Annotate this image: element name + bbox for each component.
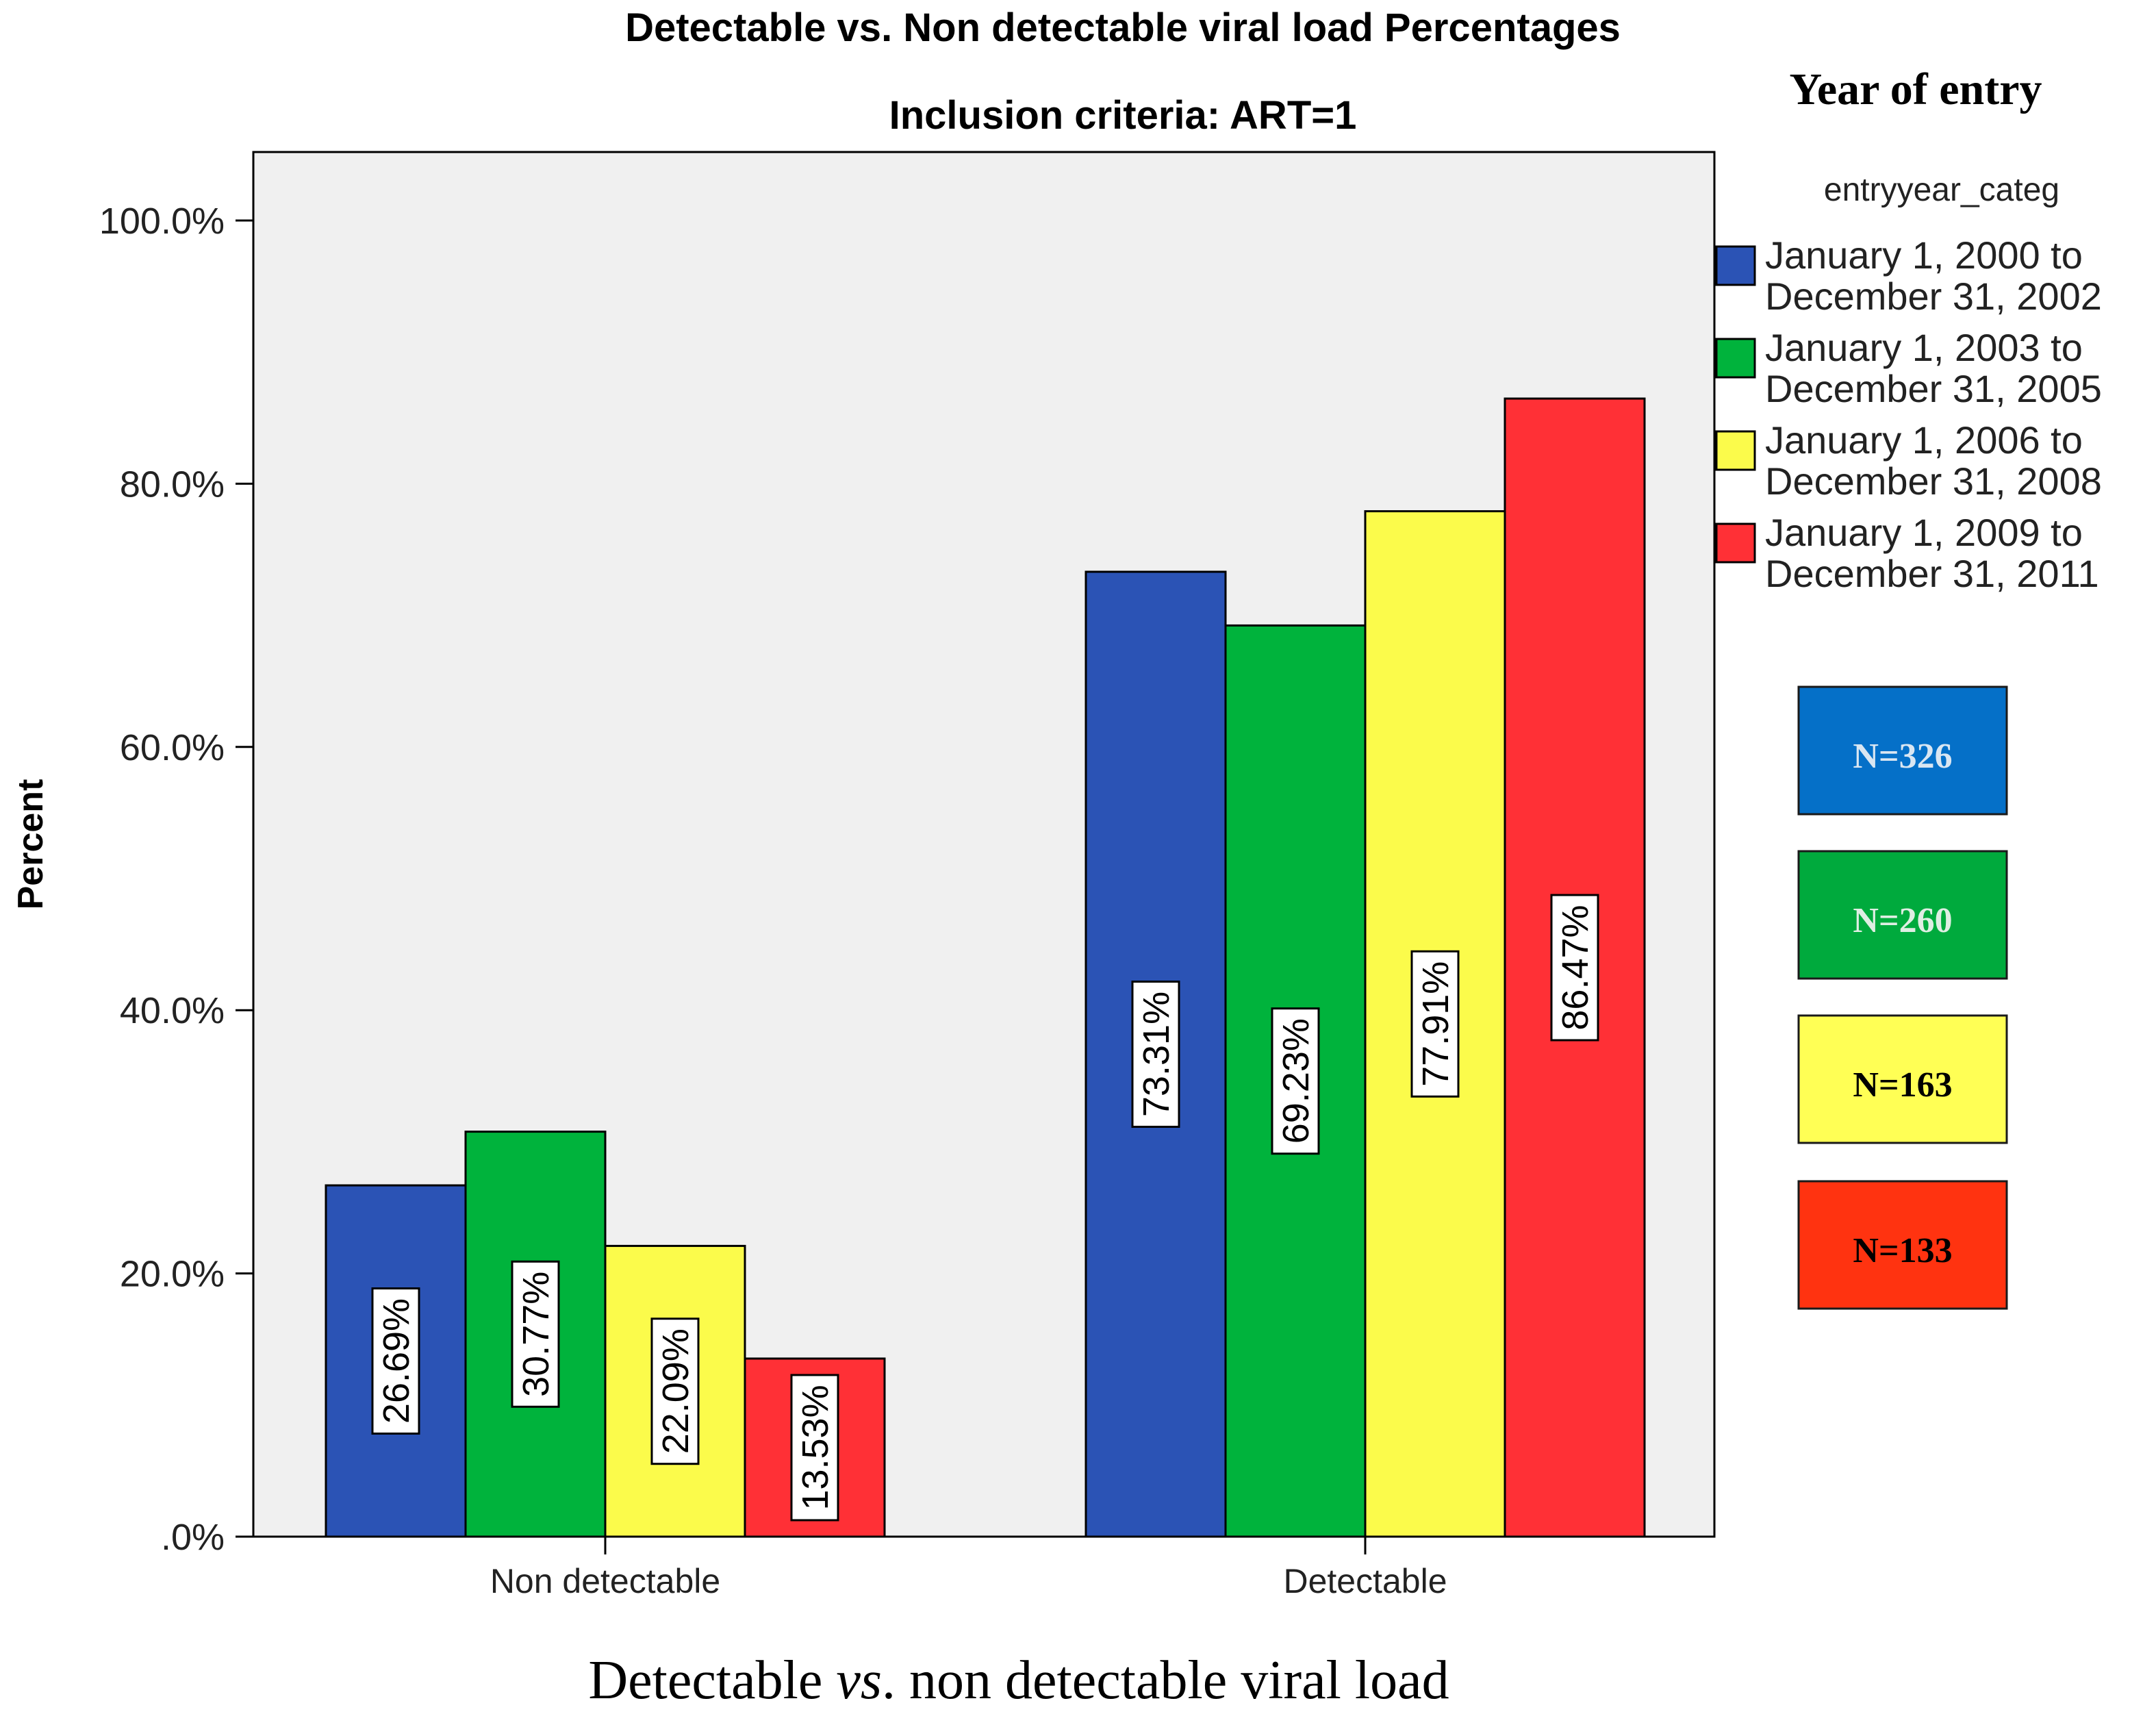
data-label: 69.23% [1271,1007,1320,1155]
y-tick-label: .0% [161,1517,225,1558]
data-label: 77.91% [1410,950,1460,1098]
sample-size-boxes: N=326 N=260 N=163 N=133 [1797,685,2008,1310]
data-label: 73.31% [1131,980,1180,1128]
data-label-text: 77.91% [1415,961,1456,1087]
y-tick-label: 20.0% [120,1254,225,1295]
legend-label-line2: December 31, 2008 [1765,459,2102,503]
y-tick-label: 40.0% [120,990,225,1031]
data-label-box [790,1374,839,1522]
legend-heading: Year of entry [1790,64,2042,114]
data-label-box [1550,894,1599,1042]
sample-size-box-fill [1797,1014,2008,1144]
data-label-text: 73.31% [1136,992,1177,1117]
chart-title: Detectable vs. Non detectable viral load… [625,5,1621,50]
legend-swatch [1715,245,1756,286]
x-axis: Non detectable Detectable [490,1537,1447,1600]
sample-size-label: N=133 [1853,1231,1952,1270]
legend-label-line1: January 1, 2000 to [1765,234,2083,277]
data-label-text: 30.77% [516,1272,557,1397]
x-tick-label: Detectable [1283,1562,1447,1600]
legend-swatch [1715,430,1756,471]
sample-size-box: N=326 [1797,685,2008,816]
x-axis-title-part1: Detectable [588,1650,836,1711]
legend-swatch [1715,338,1756,379]
legend-label-line2: December 31, 2002 [1765,275,2102,318]
sample-size-box-fill [1797,685,2008,816]
y-tick-label: 80.0% [120,464,225,505]
legend-label-line1: January 1, 2009 to [1765,511,2083,554]
sample-size-box: N=133 [1797,1180,2008,1310]
sample-size-label: N=163 [1853,1066,1952,1105]
data-label-box [1131,980,1180,1128]
sample-size-box-fill [1797,850,2008,980]
data-label-box [650,1318,700,1465]
data-label: 26.69% [371,1287,420,1435]
data-label-text: 86.47% [1555,905,1596,1030]
y-tick-label: 60.0% [120,727,225,768]
sample-size-box-fill [1797,1180,2008,1310]
data-label-text: 13.53% [795,1385,836,1510]
data-label-box [371,1287,420,1435]
data-label-box [511,1260,560,1408]
legend-label-line2: December 31, 2005 [1765,367,2102,410]
data-label: 30.77% [511,1260,560,1408]
sample-size-label: N=260 [1853,901,1952,940]
data-label-text: 26.69% [376,1298,417,1424]
legend-label-line1: January 1, 2003 to [1765,326,2083,369]
data-label-text: 69.23% [1276,1018,1317,1144]
x-axis-title-part2: . non detectable viral load [882,1650,1449,1711]
data-label: 86.47% [1550,894,1599,1042]
y-axis: .0% 20.0% 40.0% 60.0% 80.0% 100.0% [99,201,253,1558]
legend-label-line2: December 31, 2011 [1765,552,2099,595]
sample-size-box: N=163 [1797,1014,2008,1144]
bar-series-group: 26.69% 30.77% 22.09% 13.53% 73.31% 69.23% 77.9… [325,397,1646,1538]
legend-swatch [1715,522,1756,564]
data-label-box [1271,1007,1320,1155]
x-axis-title-italic: vs [836,1650,882,1711]
y-tick-label: 100.0% [99,201,225,242]
legend-label-line1: January 1, 2006 to [1765,418,2083,462]
legend-title: entryyear_categ [1824,172,2059,208]
y-axis-title: Percent [11,779,51,910]
data-label-box [1410,950,1460,1098]
x-tick-label: Non detectable [490,1562,720,1600]
chart-subtitle: Inclusion criteria: ART=1 [889,93,1357,138]
x-axis-title: Detectable vs. non detectable viral load [588,1650,1449,1711]
data-label: 22.09% [650,1318,700,1465]
data-label: 13.53% [790,1374,839,1522]
data-label-text: 22.09% [655,1328,696,1454]
sample-size-label: N=326 [1853,737,1952,776]
sample-size-box: N=260 [1797,850,2008,980]
